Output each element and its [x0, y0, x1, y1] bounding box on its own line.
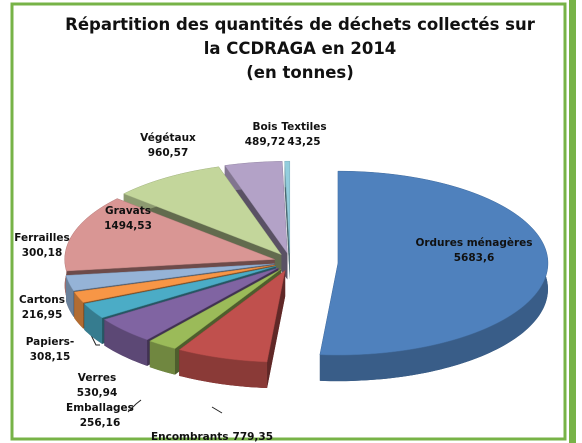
data-label: Gravats 1494,53: [104, 205, 152, 232]
chart-title: Répartition des quantités de déchets col…: [65, 15, 536, 34]
slice-wall: [179, 349, 268, 389]
pie-slice: [73, 264, 276, 303]
slice: [284, 160, 291, 280]
data-label: Bois 489,72: [245, 121, 286, 148]
pie-slice: [224, 161, 288, 255]
slice: [319, 170, 549, 382]
slice-wall: [74, 291, 84, 329]
data-label: Papiers- 308,15: [26, 336, 75, 363]
leader-line: [127, 399, 142, 413]
value-label: 308,15: [30, 351, 71, 363]
pie-slice: [103, 267, 279, 341]
slice-inner-wall: [267, 270, 286, 389]
slice: [178, 269, 286, 389]
pie-slice: [83, 266, 277, 319]
leader-line: [211, 406, 223, 414]
data-label: Cartons 216,95: [19, 294, 65, 321]
category-label: Bois: [252, 121, 277, 133]
category-label: Textiles: [281, 121, 326, 133]
leader-line: [89, 332, 100, 346]
slice-wall: [66, 275, 74, 317]
pie-slice: [123, 166, 282, 256]
value-label: 960,57: [148, 147, 189, 159]
category-label: Encombrants: [151, 431, 229, 443]
data-label: Ferrailles 300,18: [14, 232, 69, 259]
chart-title: la CCDRAGA en 2014: [204, 39, 397, 58]
value-label: 43,25: [287, 136, 320, 148]
category-label: Gravats: [105, 205, 151, 217]
value-label: 256,16: [80, 417, 121, 429]
category-label: Emballages: [66, 402, 134, 414]
pie-slice: [64, 198, 275, 272]
data-label: Ordures ménagères 5683,6: [415, 237, 532, 264]
value-label: 5683,6: [454, 252, 495, 264]
category-label: Végétaux: [140, 132, 196, 144]
pie-slice: [284, 160, 291, 254]
category-label: Verres: [78, 372, 116, 384]
data-label: Emballages 256,16: [66, 402, 134, 429]
value-label: 300,18: [22, 247, 63, 259]
data-label: Textiles 43,25: [281, 121, 326, 148]
pie-slice: [65, 263, 275, 292]
pie-slice: [149, 269, 282, 349]
category-label: Papiers-: [26, 336, 75, 348]
value-label: 779,35: [233, 431, 274, 443]
value-label: 530,94: [77, 387, 118, 399]
chart-title: (en tonnes): [246, 63, 354, 82]
data-label: Encombrants 779,35: [151, 431, 273, 443]
side-bar: [569, 0, 576, 443]
category-label: Ordures ménagères: [415, 237, 532, 249]
value-label: 489,72: [245, 136, 286, 148]
value-label: 1494,53: [104, 220, 152, 232]
pie-slice: [178, 269, 286, 363]
category-label: Cartons: [19, 294, 65, 306]
slice-wall: [104, 319, 148, 366]
slice-inner-wall: [284, 161, 290, 280]
data-label: Végétaux 960,57: [140, 132, 196, 159]
value-label: 216,95: [22, 309, 63, 321]
data-label: Verres 530,94: [77, 372, 118, 399]
slice-wall: [149, 341, 175, 375]
slice-wall: [84, 303, 103, 344]
pie-slice: [319, 170, 549, 356]
category-label: Ferrailles: [14, 232, 69, 244]
